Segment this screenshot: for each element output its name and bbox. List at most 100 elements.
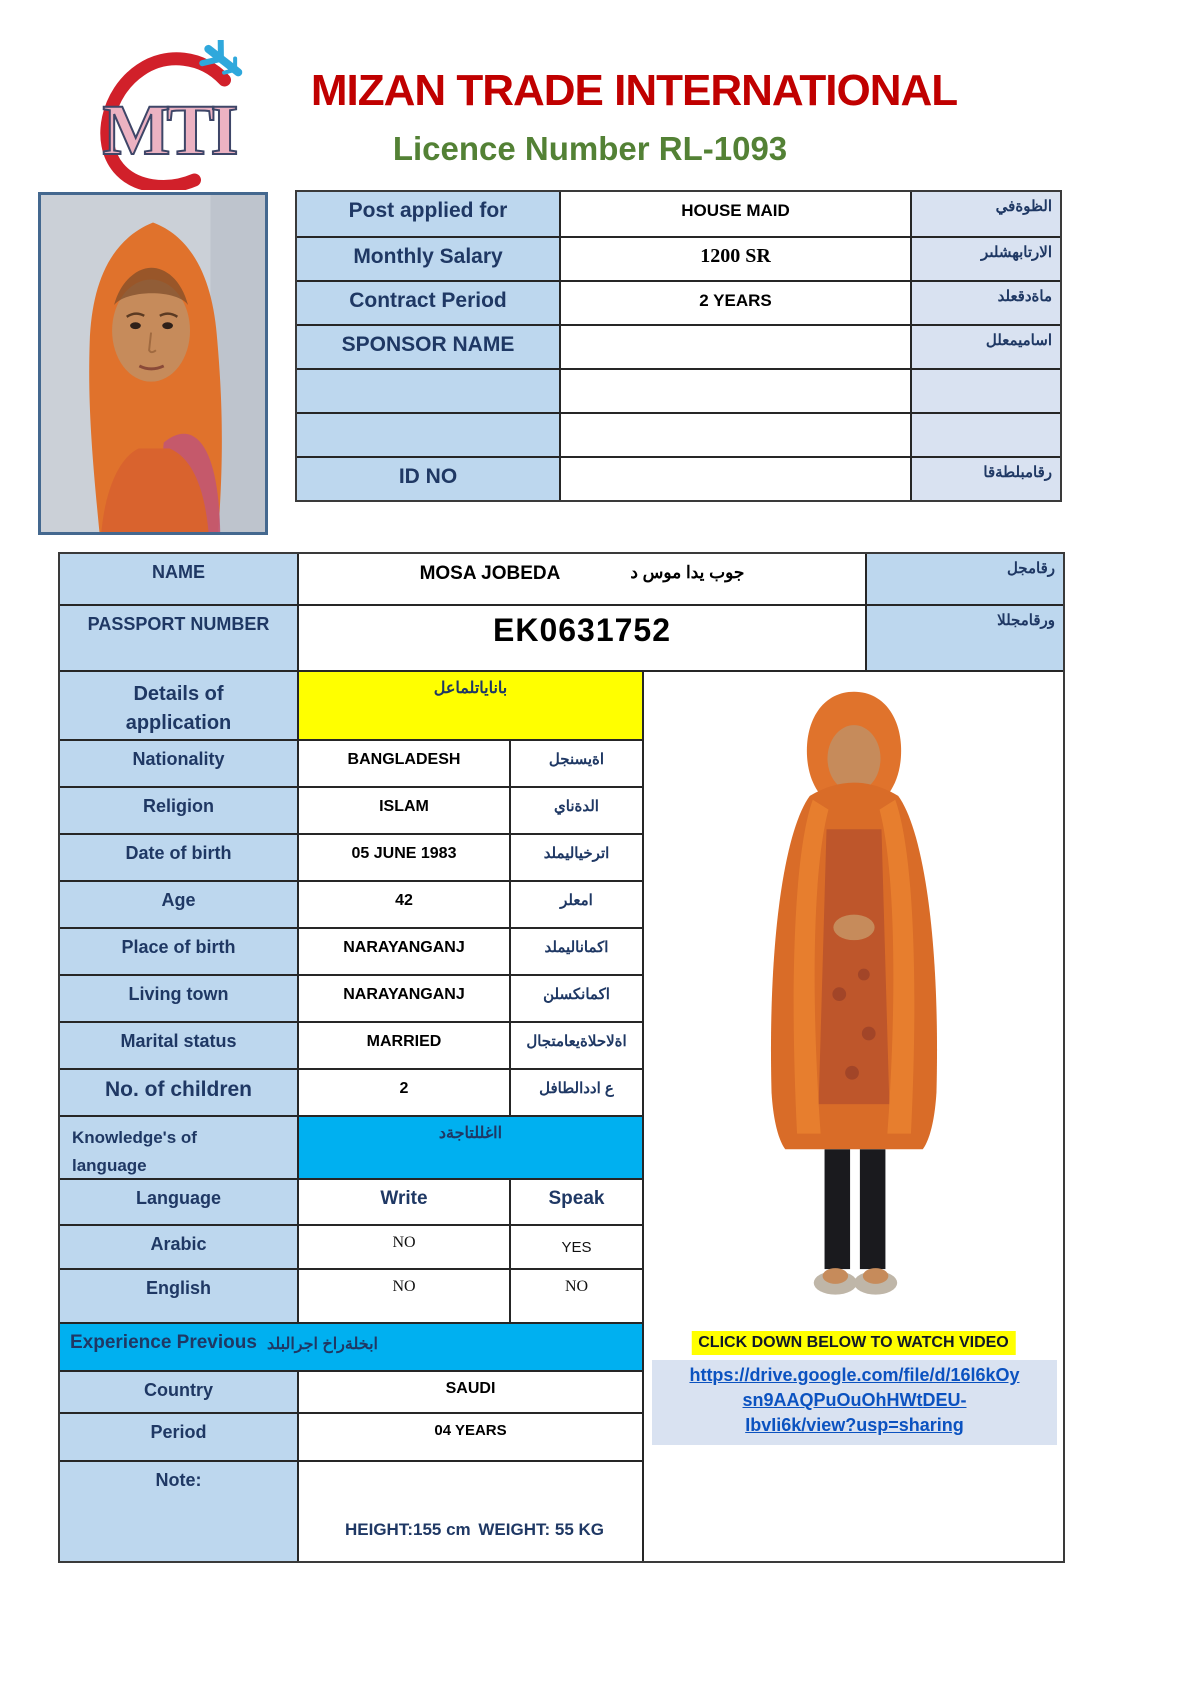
- country-value: SAUDI: [297, 1372, 642, 1412]
- row-label: Post applied for: [297, 192, 559, 236]
- detail-value: 05 JUNE 1983: [297, 835, 509, 880]
- detail-label: Place of birth: [60, 929, 297, 974]
- language-section-arabic: ااغللتاجةد: [297, 1117, 642, 1178]
- detail-value: NARAYANGANJ: [297, 929, 509, 974]
- experience-section-arabic: ابخلةراخ اجرالبلد: [266, 1336, 378, 1353]
- detail-arabic: امعلر: [509, 882, 642, 927]
- write-value: NO: [297, 1270, 509, 1322]
- name-row: NAME MOSA JOBEDA جوب يدا موس د رقامجل: [60, 554, 1063, 604]
- experience-section-label: Experience Previous: [70, 1332, 257, 1353]
- experience-section-row: Experience Previous ابخلةراخ اجرالبلد: [60, 1322, 642, 1370]
- language-name: Arabic: [60, 1226, 297, 1268]
- detail-value: MARRIED: [297, 1023, 509, 1068]
- details-section-label: Details of application: [60, 672, 297, 739]
- company-name: MIZAN TRADE INTERNATIONAL: [310, 66, 958, 115]
- row-label: Contract Period: [297, 282, 559, 324]
- speak-value: NO: [509, 1270, 642, 1322]
- name-label: NAME: [60, 554, 297, 604]
- biodata-table: NAME MOSA JOBEDA جوب يدا موس د رقامجل PA…: [58, 552, 1065, 1563]
- detail-label: Nationality: [60, 741, 297, 786]
- detail-arabic: اةلاحلاةيعامتجال: [509, 1023, 642, 1068]
- name-arabic-label: رقامجل: [865, 554, 1063, 604]
- detail-row: Religion ISLAM الدةناي: [60, 786, 642, 833]
- country-row: Country SAUDI: [60, 1370, 642, 1412]
- details-section-arabic: باناياتلماعل: [297, 672, 642, 739]
- row-value: [559, 458, 912, 500]
- video-link-line[interactable]: https://drive.google.com/file/d/16l6kOy: [689, 1365, 1020, 1385]
- detail-label: No. of children: [60, 1070, 297, 1115]
- speak-value: YES: [509, 1226, 642, 1268]
- language-header-row: Language Write Speak: [60, 1178, 642, 1224]
- detail-row: Place of birth NARAYANGANJ اكماناليملد: [60, 927, 642, 974]
- detail-arabic: ع اددالطافل: [509, 1070, 642, 1115]
- detail-label: Living town: [60, 976, 297, 1021]
- row-value: [559, 414, 912, 456]
- period-value: 04 YEARS: [297, 1414, 642, 1460]
- row-label: [297, 414, 559, 456]
- logo-swoosh: [100, 52, 231, 190]
- detail-value: 42: [297, 882, 509, 927]
- licence-number: Licence Number RL-1093: [392, 130, 788, 167]
- watch-video-cta: CLICK DOWN BELOW TO WATCH VIDEO: [691, 1331, 1016, 1355]
- name-value-cell: MOSA JOBEDA جوب يدا موس د: [297, 554, 865, 604]
- table-row: [297, 368, 1060, 412]
- note-value-cell: HEIGHT:155 cm WEIGHT: 55 KG: [297, 1462, 642, 1561]
- row-arabic-label: الظوةفي: [912, 192, 1060, 236]
- detail-value: 2: [297, 1070, 509, 1115]
- detail-arabic: اترخياليملد: [509, 835, 642, 880]
- language-section-label: Knowledge's of language: [60, 1117, 297, 1178]
- row-label: Monthly Salary: [297, 238, 559, 280]
- table-row: SPONSOR NAME اساميمعلل: [297, 324, 1060, 368]
- language-section-row: Knowledge's of language ااغللتاجةد: [60, 1115, 642, 1178]
- detail-arabic: الدةناي: [509, 788, 642, 833]
- applicant-portrait-photo: [38, 192, 268, 535]
- row-value: 1200 SR: [559, 238, 912, 280]
- weight-value: WEIGHT: 55 KG: [478, 1520, 604, 1539]
- video-link-line[interactable]: IbvIi6k/view?usp=sharing: [745, 1415, 964, 1435]
- height-value: HEIGHT:155 cm: [345, 1520, 471, 1539]
- note-row: Note: HEIGHT:155 cm WEIGHT: 55 KG: [60, 1460, 642, 1561]
- write-value: NO: [297, 1226, 509, 1268]
- row-value: [559, 326, 912, 368]
- details-block: Details of application باناياتلماعل Nati…: [60, 672, 642, 1561]
- note-label: Note:: [60, 1462, 297, 1561]
- row-label: ID NO: [297, 458, 559, 500]
- detail-arabic: اةيسنجل: [509, 741, 642, 786]
- detail-row: Date of birth 05 JUNE 1983 اترخياليملد: [60, 833, 642, 880]
- mti-logo: MTI: [100, 40, 243, 190]
- logo-text: MTI: [103, 90, 237, 170]
- detail-row: Age 42 امعلر: [60, 880, 642, 927]
- detail-value: BANGLADESH: [297, 741, 509, 786]
- passport-label: PASSPORT NUMBER: [60, 606, 297, 670]
- row-label: [297, 370, 559, 412]
- language-row: English NO NO: [60, 1268, 642, 1322]
- video-link-line[interactable]: sn9AAQPuOuOhHWtDEU-: [742, 1390, 967, 1410]
- detail-row: Nationality BANGLADESH اةيسنجل: [60, 739, 642, 786]
- details-section-row: Details of application باناياتلماعل: [60, 672, 642, 739]
- language-row: Arabic NO YES: [60, 1224, 642, 1268]
- name-value-arabic: جوب يدا موس د: [630, 563, 745, 582]
- row-arabic-label: [912, 414, 1060, 456]
- row-value: [559, 370, 912, 412]
- passport-row: PASSPORT NUMBER EK0631752 ورقامجللا: [60, 604, 1063, 670]
- detail-row: Marital status MARRIED اةلاحلاةيعامتجال: [60, 1021, 642, 1068]
- detail-value: ISLAM: [297, 788, 509, 833]
- language-name: English: [60, 1270, 297, 1322]
- row-arabic-label: رقامبلطةقا: [912, 458, 1060, 500]
- row-arabic-label: اساميمعلل: [912, 326, 1060, 368]
- passport-arabic-label: ورقامجللا: [865, 606, 1063, 670]
- row-value: 2 YEARS: [559, 282, 912, 324]
- row-arabic-label: الارتابهشلىر: [912, 238, 1060, 280]
- name-value: MOSA JOBEDA: [419, 563, 561, 584]
- photo-video-block: CLICK DOWN BELOW TO WATCH VIDEO https://…: [642, 672, 1063, 1561]
- detail-value: NARAYANGANJ: [297, 976, 509, 1021]
- language-col-header: Language: [60, 1180, 297, 1224]
- table-row: Contract Period 2 YEARS ماةدقعلد: [297, 280, 1060, 324]
- speak-col-header: Speak: [509, 1180, 642, 1224]
- detail-label: Marital status: [60, 1023, 297, 1068]
- period-label: Period: [60, 1414, 297, 1460]
- detail-arabic: اكماناليملد: [509, 929, 642, 974]
- video-link[interactable]: https://drive.google.com/file/d/16l6kOy …: [652, 1360, 1057, 1445]
- detail-row: No. of children 2 ع اددالطافل: [60, 1068, 642, 1115]
- write-col-header: Write: [297, 1180, 509, 1224]
